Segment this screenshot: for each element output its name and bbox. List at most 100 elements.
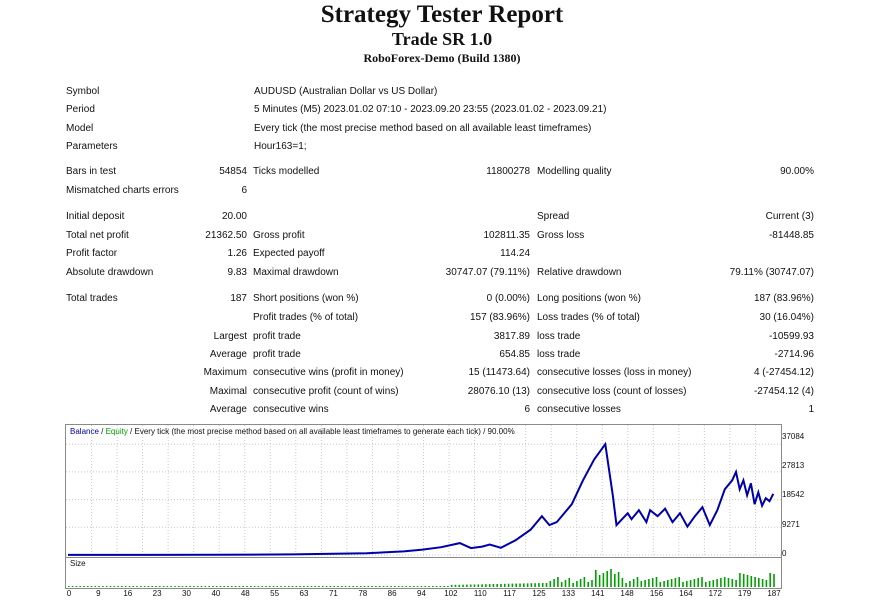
size-bar — [382, 586, 385, 587]
x-tick-label: 172 — [708, 589, 722, 598]
size-bar — [337, 586, 339, 587]
size-bar — [132, 586, 135, 587]
size-bar — [602, 573, 605, 587]
size-bar — [761, 579, 764, 587]
size-bar — [549, 581, 552, 587]
maximal-drawdown-label: Maximal drawdown — [253, 267, 339, 278]
size-bar — [242, 586, 244, 587]
size-bar — [189, 586, 191, 587]
size-bar — [435, 586, 438, 587]
size-bar — [492, 584, 495, 587]
size-bar — [682, 582, 684, 587]
size-bar — [299, 586, 301, 587]
size-bar — [723, 577, 726, 587]
average-consecutive-label: Average — [209, 404, 247, 415]
size-bar — [621, 578, 624, 587]
legend-rest: / Every tick (the most precise method ba… — [127, 427, 515, 436]
expert-name: Trade SR 1.0 — [391, 29, 493, 49]
maximum-label: Maximum — [203, 367, 247, 378]
absolute-drawdown-label: Absolute drawdown — [66, 267, 154, 278]
size-panel: Size — [65, 557, 782, 589]
x-tick-label: 102 — [444, 589, 458, 598]
size-bar — [348, 586, 351, 587]
size-bar — [617, 572, 620, 587]
size-bar — [375, 586, 377, 587]
expected-payoff-label: Expected payoff — [253, 248, 325, 259]
size-bar — [291, 586, 294, 587]
size-bar — [712, 580, 715, 587]
size-bar — [424, 586, 426, 587]
size-bar — [511, 583, 514, 587]
size-bar — [390, 586, 392, 587]
size-bar — [697, 578, 699, 587]
bars-value: 54854 — [219, 166, 247, 177]
size-bar — [458, 584, 461, 587]
size-bar — [276, 586, 279, 587]
size-bar — [325, 586, 328, 587]
size-bar — [693, 579, 696, 587]
size-bar — [739, 573, 741, 587]
maximal-consecutive-profit-label: consecutive profit (count of wins) — [253, 386, 399, 397]
size-bar — [98, 586, 100, 587]
size-bar — [105, 586, 108, 587]
ticks-label: Ticks modelled — [253, 166, 320, 177]
size-bar — [720, 578, 722, 587]
y-tick-label: 9271 — [782, 520, 800, 529]
spread-value: Current (3) — [765, 211, 814, 222]
size-bar — [136, 586, 138, 587]
max-consecutive-losses-value: 4 (-27454.12) — [753, 367, 814, 378]
maximal-consecutive-profit-value: 28076.10 (13) — [467, 386, 530, 397]
size-bar — [371, 586, 373, 587]
size-bar — [629, 581, 631, 587]
symbol-value: AUDUSD (Australian Dollar vs US Dollar) — [254, 86, 438, 97]
size-bar — [181, 586, 184, 587]
size-bar — [143, 586, 146, 587]
profit-factor-label: Profit factor — [66, 248, 118, 259]
size-bar — [268, 586, 271, 587]
size-bar — [591, 580, 593, 587]
size-bar — [329, 586, 332, 587]
gross-loss-value: -81448.85 — [768, 230, 814, 241]
size-bar — [303, 586, 305, 587]
average-loss-trade-value: -2714.96 — [774, 349, 814, 360]
size-bar — [439, 586, 442, 587]
size-bar — [322, 586, 324, 587]
size-bar — [557, 577, 559, 587]
short-positions-value: 0 (0.00%) — [486, 293, 530, 304]
size-bar — [432, 586, 434, 587]
size-bar — [413, 586, 415, 587]
size-bar — [208, 586, 210, 587]
size-bar — [280, 586, 282, 587]
size-bar — [765, 580, 768, 587]
total-trades-label: Total trades — [66, 293, 118, 304]
gross-loss-label: Gross loss — [537, 230, 585, 241]
maximal-drawdown-value: 30747.07 (79.11%) — [445, 267, 530, 278]
size-bar — [667, 580, 669, 587]
y-tick-label: 18542 — [782, 490, 805, 499]
size-bar — [341, 586, 343, 587]
size-bar — [356, 586, 358, 587]
size-bar — [576, 581, 578, 587]
net-profit-label: Total net profit — [66, 230, 129, 241]
size-bar — [265, 586, 267, 587]
x-tick-label: 16 — [123, 589, 133, 598]
size-bar — [727, 578, 730, 587]
x-tick-label: 117 — [503, 589, 516, 598]
size-bar — [606, 571, 608, 587]
size-bar — [572, 583, 574, 587]
size-bar — [140, 586, 142, 587]
size-bar — [686, 581, 688, 587]
average-profit-trade-label: profit trade — [253, 349, 301, 360]
period-value: 5 Minutes (M5) 2023.01.02 07:10 - 2023.0… — [254, 104, 607, 115]
parameters-value: Hour163=1; — [254, 141, 307, 152]
size-bar — [121, 586, 123, 587]
spread-label: Spread — [537, 211, 570, 222]
size-bar — [731, 579, 734, 587]
x-tick-label: 110 — [473, 589, 487, 598]
size-bar — [250, 586, 252, 587]
size-bar — [754, 577, 756, 587]
size-bar — [246, 586, 248, 587]
size-bar — [223, 586, 225, 587]
size-bar — [640, 581, 643, 587]
size-bar — [481, 584, 483, 587]
